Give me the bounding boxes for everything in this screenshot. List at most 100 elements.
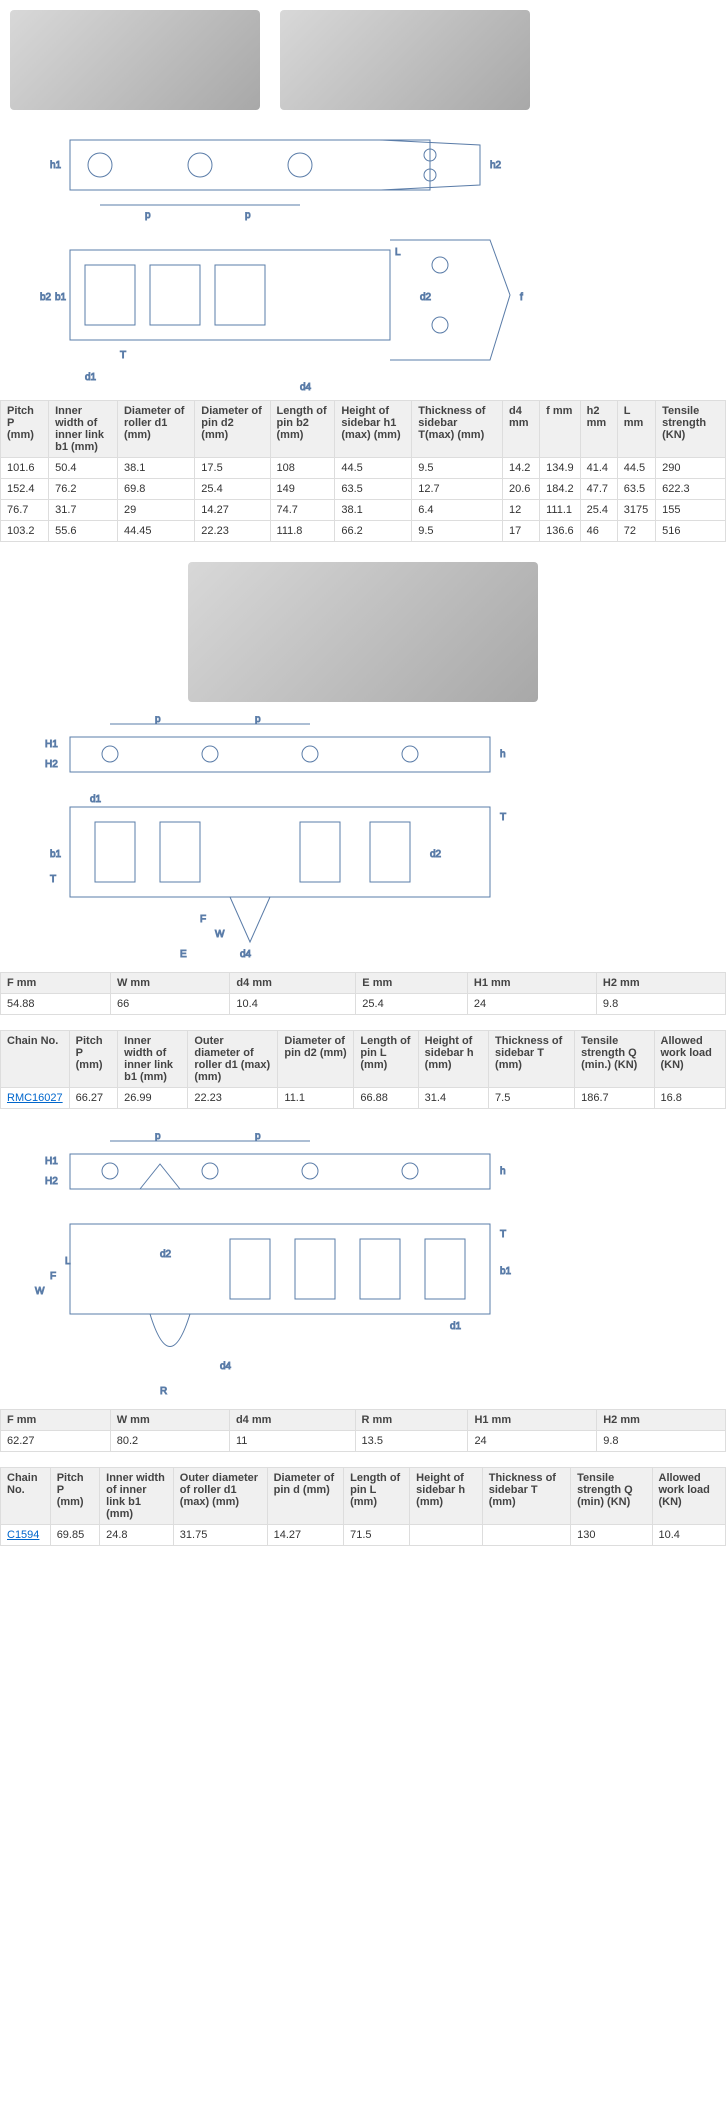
table-cell: 41.4 [580,458,617,479]
spec-table-3: Chain No.Pitch P (mm)Inner width of inne… [0,1030,726,1109]
table-cell: 9.5 [412,521,503,542]
table-cell: 6.4 [412,500,503,521]
table-cell: 111.1 [540,500,581,521]
col-header: f mm [540,401,581,458]
col-header: F mm [1,1410,111,1431]
table-cell: 80.2 [110,1431,229,1452]
col-header: Tensile strength Q (min.) (KN) [575,1031,654,1088]
technical-diagram-3: p p H1 H2 h T b1 d2 d1 d4 F W L R [0,1129,726,1409]
label2-H2: H2 [45,759,58,770]
col-header: Thickness of sidebar T (mm) [482,1468,570,1525]
table-cell: 12.7 [412,479,503,500]
table-row: 103.255.644.4522.23111.866.29.517136.646… [1,521,726,542]
label3-W: W [35,1286,45,1297]
label-d2: d2 [420,292,432,303]
table-cell: 63.5 [335,479,412,500]
table-cell: 14.27 [267,1525,344,1546]
table-cell: 66.27 [69,1088,118,1109]
table-cell: 71.5 [344,1525,410,1546]
table-cell: 76.2 [49,479,118,500]
table-cell: 136.6 [540,521,581,542]
table-cell: 24 [467,994,596,1015]
label2-H1: H1 [45,739,58,750]
table-cell: 9.8 [596,994,725,1015]
table-cell: 16.8 [654,1088,726,1109]
chain-link[interactable]: RMC16027 [7,1092,63,1104]
table-cell: 69.8 [117,479,194,500]
table-cell: 20.6 [503,479,540,500]
table-cell: 38.1 [117,458,194,479]
col-header: H2 mm [597,1410,726,1431]
label3-d1: d1 [450,1321,462,1332]
chain-link[interactable]: C1594 [7,1529,39,1541]
col-header: Inner width of inner link b1 (mm) [100,1468,174,1525]
col-header: Diameter of pin d2 (mm) [278,1031,354,1088]
table-cell: 26.99 [118,1088,188,1109]
col-header: Diameter of pin d2 (mm) [195,401,270,458]
label3-Tr: T [500,1229,506,1240]
col-header: Outer diameter of roller d1 (max) (mm) [188,1031,278,1088]
col-header: Tensile strength Q (min) (KN) [571,1468,652,1525]
label3-b1: b1 [500,1266,512,1277]
technical-diagram-2: p p H1 H2 h d1 b1 T d2 d4 F W E T [0,712,726,972]
col-header: Pitch P (mm) [50,1468,99,1525]
table-cell: 103.2 [1,521,49,542]
dim-table-2: F mmW mmd4 mmE mmH1 mmH2 mm54.886610.425… [0,972,726,1015]
chain-photo-right [280,10,530,110]
table-cell: 155 [656,500,726,521]
table-cell: 7.5 [489,1088,575,1109]
table-cell: 17 [503,521,540,542]
col-header: Height of sidebar h (mm) [418,1031,488,1088]
label2-h: h [500,749,506,760]
label-L: L [395,247,401,258]
label-h2: h2 [490,160,502,171]
table-row: 76.731.72914.2774.738.16.412111.125.4317… [1,500,726,521]
label3-R: R [160,1386,167,1397]
label-p1: p [145,210,151,221]
chain-photo-left [10,10,260,110]
table-cell: 72 [617,521,655,542]
table-cell: 10.4 [230,994,356,1015]
spec-table-1: Pitch P (mm)Inner width of inner link b1… [0,400,726,542]
table-cell: 62.27 [1,1431,111,1452]
section-2: p p H1 H2 h d1 b1 T d2 d4 F W E T F mmW … [0,562,726,1109]
label3-F: F [50,1271,56,1282]
label3-p1: p [155,1131,161,1142]
technical-diagram-1: h1 h2 p p b2 b1 T d1 d2 d4 L f [0,120,726,400]
label2-Tr: T [500,812,506,823]
col-header: Pitch P (mm) [1,401,49,458]
table-cell: 9.5 [412,458,503,479]
table-cell [410,1525,483,1546]
section-1: h1 h2 p p b2 b1 T d1 d2 d4 L f Pitch P (… [0,0,726,542]
label3-H1: H1 [45,1156,58,1167]
col-header: Height of sidebar h1 (max) (mm) [335,401,412,458]
table-cell: 66 [110,994,229,1015]
table-cell: 17.5 [195,458,270,479]
col-header: Diameter of pin d (mm) [267,1468,344,1525]
col-header: Tensile strength (KN) [656,401,726,458]
col-header: E mm [356,973,468,994]
col-header: Length of pin L (mm) [344,1468,410,1525]
col-header: R mm [355,1410,468,1431]
table-cell: 55.6 [49,521,118,542]
col-header: H1 mm [467,973,596,994]
table-cell: 31.7 [49,500,118,521]
label2-d2: d2 [430,849,442,860]
label2-E: E [180,949,187,960]
col-header: d4 mm [503,401,540,458]
table-cell: 38.1 [335,500,412,521]
label2-p2: p [255,714,261,725]
table-row: 152.476.269.825.414963.512.720.6184.247.… [1,479,726,500]
label2-p1: p [155,714,161,725]
label-f: f [520,292,523,303]
table-cell: 11 [229,1431,355,1452]
table-cell: 152.4 [1,479,49,500]
col-header: L mm [617,401,655,458]
label3-d2: d2 [160,1249,172,1260]
table-cell: 47.7 [580,479,617,500]
label-h1: h1 [50,160,62,171]
label-b2: b2 [40,292,52,303]
table-cell: 29 [117,500,194,521]
table-cell: RMC16027 [1,1088,70,1109]
table-cell: 25.4 [356,994,468,1015]
